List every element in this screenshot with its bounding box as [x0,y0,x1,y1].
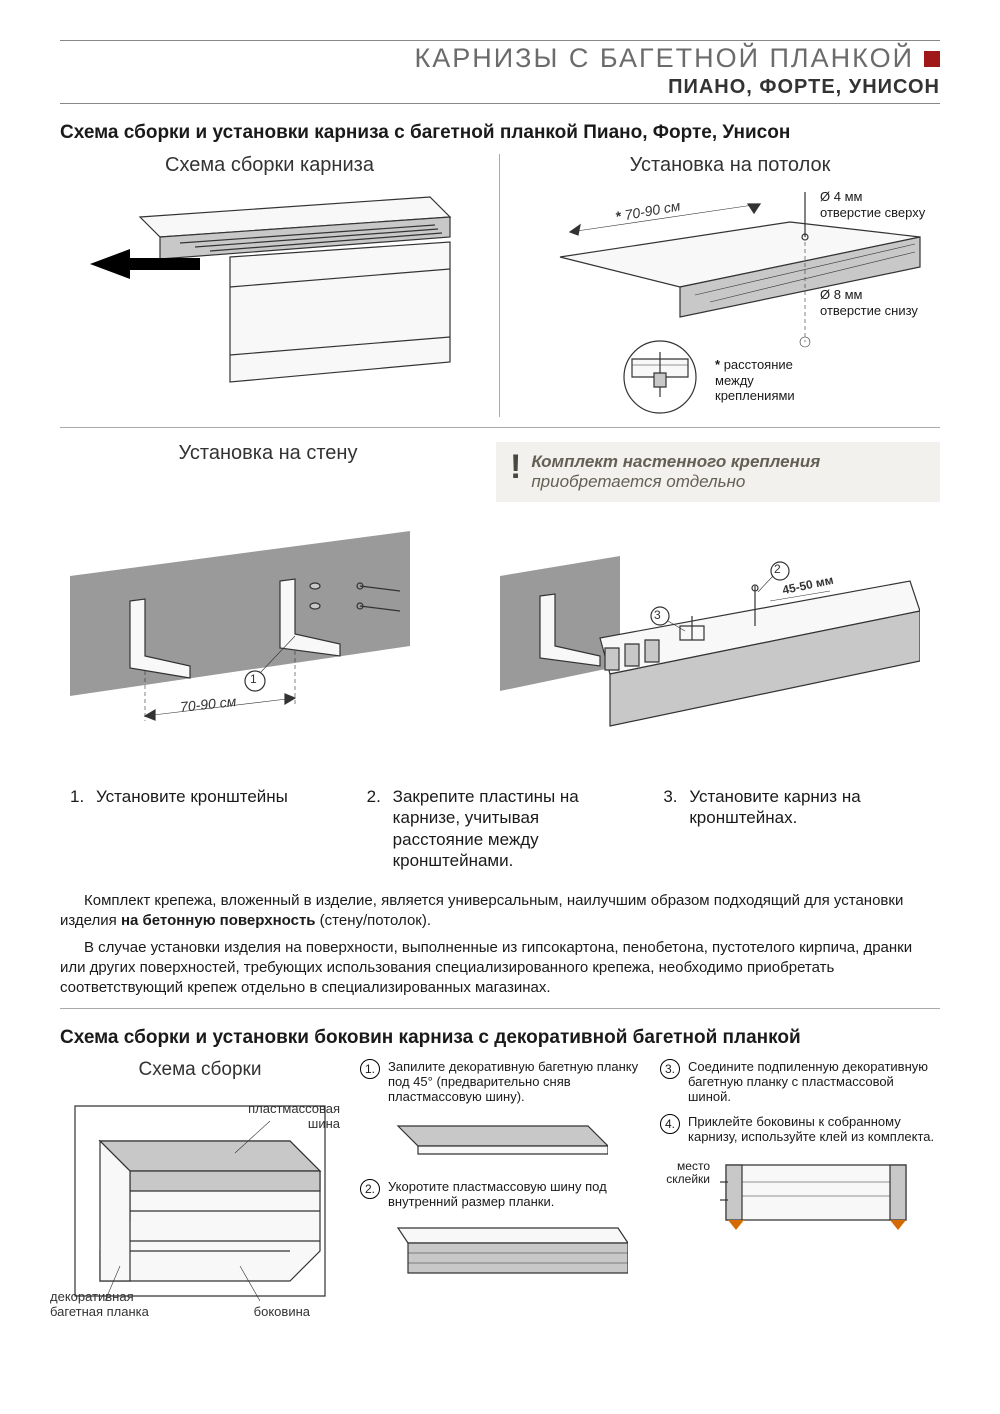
label-side: боковина [254,1304,310,1319]
footnote-para-2: В случае установки изделия на поверхност… [60,938,940,999]
assembly-column: Схема сборки карниза [60,154,479,417]
sides-assembly-column: Схема сборки пластмассовая шина боковина… [60,1059,340,1311]
horizontal-divider-1 [60,427,940,428]
mini-diagram-2 [388,1223,640,1286]
wall-notice-bold: Комплект настенного крепления [531,452,820,471]
wall-heading-row: Установка на стену ! Комплект настенного… [60,442,940,502]
wall-pin-1: 1 [250,672,257,686]
ceiling-column: Установка на потолок [520,154,940,417]
section2-heading: Схема сборки и установки боковин карниза… [60,1027,940,1049]
wall-diagram-row: 70-90 см 1 2 [60,516,940,756]
arrow-left-icon [90,249,200,284]
subtitle-row: ПИАНО, ФОРТЕ, УНИСОН [60,76,940,104]
step-1: 1. Установите кронштейны [70,786,337,871]
wall-pin-3: 3 [654,608,661,622]
exclamation-icon: ! [510,452,521,483]
wall-notice-rest: приобретается отдельно [531,472,745,491]
glue-diagram: место склейки [660,1160,940,1240]
side-step-3: 3. Соедините подпиленную декоративную ба… [660,1059,940,1104]
mini-diagram-1 [388,1118,640,1161]
side-step-4: 4. Приклейте боковины к собранному карни… [660,1114,940,1144]
vertical-divider-top [499,154,500,417]
wall-notice-box: ! Комплект настенного крепления приобрет… [496,442,940,502]
side-steps-col-1: 1. Запилите декоративную багетную планку… [360,1059,640,1294]
assembly-title: Схема сборки карниза [60,154,479,177]
hole-bottom-label: Ø 8 мм отверстие снизу [820,287,918,318]
section1-heading: Схема сборки и установки карниза с багет… [60,122,940,144]
wall-diagram-brackets: 70-90 см 1 [60,516,480,756]
page-title: КАРНИЗЫ С БАГЕТНОЙ ПЛАНКОЙ [415,43,915,74]
label-glue: место склейки [660,1160,710,1186]
wall-steps-row: 1. Установите кронштейны 2. Закрепите пл… [70,786,930,871]
hole-top-label: Ø 4 мм отверстие сверху [820,189,925,220]
side-step-1: 1. Запилите декоративную багетную планку… [360,1059,640,1104]
wall-title: Установка на стену [60,442,476,465]
page-subtitle: ПИАНО, ФОРТЕ, УНИСОН [668,76,940,99]
label-plastic: пластмассовая шина [230,1101,340,1131]
horizontal-divider-2 [60,1008,940,1009]
header-top-line [60,40,940,41]
side-steps-col-2: 3. Соедините подпиленную декоративную ба… [660,1059,940,1240]
page-title-row: КАРНИЗЫ С БАГЕТНОЙ ПЛАНКОЙ [60,43,940,74]
step-3: 3. Установите карниз на кронштейнах. [663,786,930,871]
sides-diagram: пластмассовая шина боковина декоративная… [60,1091,340,1311]
step-2: 2. Закрепите пластины на карнизе, учитыв… [367,786,634,871]
footnote-para-1: Комплект крепежа, вложенный в изделие, я… [60,891,940,932]
sides-title: Схема сборки [60,1059,340,1081]
assembly-diagram [80,187,460,417]
wall-pin-2: 2 [774,562,781,576]
top-diagram-row: Схема сборки карниза Установка на потол [60,154,940,417]
header-accent-square [924,51,940,67]
ceiling-diagram: * 70-90 см Ø 4 мм отверстие сверху Ø 8 м… [520,187,940,417]
ceiling-title: Установка на потолок [520,154,940,177]
side-step-2: 2. Укоротите пластмассовую шину под внут… [360,1179,640,1209]
bottom-row: Схема сборки пластмассовая шина боковина… [60,1059,940,1311]
wall-diagram-mounted: 2 3 45-50 мм [500,516,920,756]
label-decor: декоративная багетная планка [50,1289,160,1319]
ceiling-note: * расстояние между креплениями [715,357,835,404]
